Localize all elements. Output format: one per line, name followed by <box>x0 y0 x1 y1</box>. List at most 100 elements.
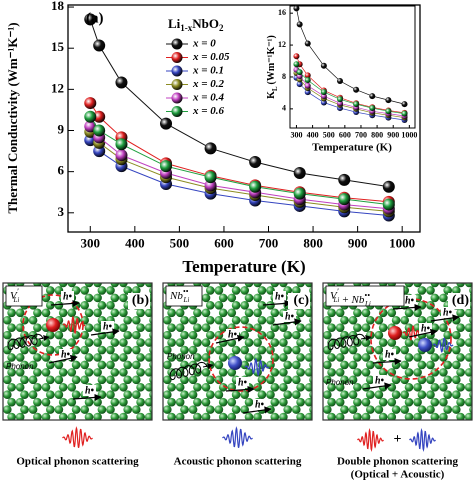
bond <box>469 425 473 432</box>
atom <box>279 412 288 420</box>
atom <box>144 338 152 347</box>
atom <box>253 283 262 288</box>
atom <box>214 360 224 370</box>
atom <box>400 420 409 429</box>
bond <box>59 432 63 439</box>
atom <box>84 323 94 332</box>
data-point <box>382 198 395 211</box>
atom <box>361 412 371 420</box>
atom <box>188 375 198 385</box>
atom <box>469 360 472 369</box>
atom <box>136 338 145 347</box>
bond <box>340 283 342 284</box>
bond <box>296 425 300 432</box>
atom <box>456 338 465 347</box>
atom <box>3 450 12 459</box>
data-point <box>84 13 97 26</box>
atom <box>0 435 3 444</box>
atom <box>20 271 29 280</box>
atom <box>110 293 120 303</box>
hole-arrow <box>392 303 422 312</box>
atom <box>439 443 448 452</box>
atom <box>443 405 453 414</box>
atom <box>310 443 319 452</box>
data-point <box>84 120 97 133</box>
atom <box>366 420 375 429</box>
bond <box>219 447 223 454</box>
panel-frame <box>2 282 153 421</box>
atom <box>80 301 89 310</box>
atom <box>302 428 311 437</box>
atom <box>41 308 51 318</box>
atom <box>400 375 410 385</box>
bond <box>154 425 158 432</box>
atom <box>353 264 362 273</box>
atom <box>15 397 25 407</box>
atom <box>33 264 42 273</box>
data-point <box>353 101 360 108</box>
bond <box>149 268 153 275</box>
bond <box>59 439 63 446</box>
atom <box>54 360 64 370</box>
bond <box>154 298 158 305</box>
atom <box>54 375 64 385</box>
bond <box>405 425 409 432</box>
bond <box>154 320 158 327</box>
atom <box>366 256 375 265</box>
atom <box>180 345 189 355</box>
data-point <box>160 160 173 173</box>
atom <box>310 428 319 437</box>
atom <box>348 375 358 385</box>
bond <box>7 261 11 268</box>
atom <box>180 330 189 340</box>
bond <box>296 432 300 439</box>
atom <box>150 264 159 273</box>
bond <box>443 283 445 284</box>
atom <box>55 271 64 280</box>
bond <box>302 425 306 432</box>
atom <box>296 397 305 407</box>
atom <box>110 382 120 392</box>
atom <box>304 397 312 407</box>
bond <box>85 261 89 268</box>
atom <box>240 315 249 325</box>
atom <box>55 256 64 265</box>
atom <box>378 397 388 407</box>
hole-arrow <box>225 385 255 394</box>
bond <box>33 447 37 454</box>
atom <box>67 338 77 347</box>
atom <box>244 412 254 420</box>
atom <box>119 338 128 347</box>
bond <box>340 447 344 454</box>
atom <box>188 405 198 414</box>
inset-y-axis-title: KL (Wm⁻¹K⁻¹) <box>266 35 278 99</box>
atom <box>456 443 465 452</box>
atom <box>145 443 154 452</box>
bond <box>322 261 326 268</box>
atom <box>348 345 358 355</box>
atom <box>309 286 312 295</box>
atom <box>123 360 132 370</box>
bond <box>314 439 318 446</box>
atom <box>362 443 371 452</box>
atom <box>336 264 345 273</box>
atom <box>318 271 327 280</box>
legend-title: Li1-xNbO2 <box>168 16 224 33</box>
atom <box>145 264 154 273</box>
atom <box>42 428 51 437</box>
atom <box>327 457 336 466</box>
atom <box>80 286 89 295</box>
atom <box>144 323 152 332</box>
atom <box>41 412 51 420</box>
atom <box>206 390 215 400</box>
atom <box>361 397 371 407</box>
data-point <box>304 77 311 84</box>
data-point <box>84 110 97 123</box>
atom <box>46 301 55 310</box>
atom <box>292 435 301 444</box>
atom <box>322 428 331 437</box>
atom <box>348 390 358 400</box>
bond <box>149 432 153 439</box>
atom <box>227 308 237 318</box>
bond <box>335 439 339 446</box>
